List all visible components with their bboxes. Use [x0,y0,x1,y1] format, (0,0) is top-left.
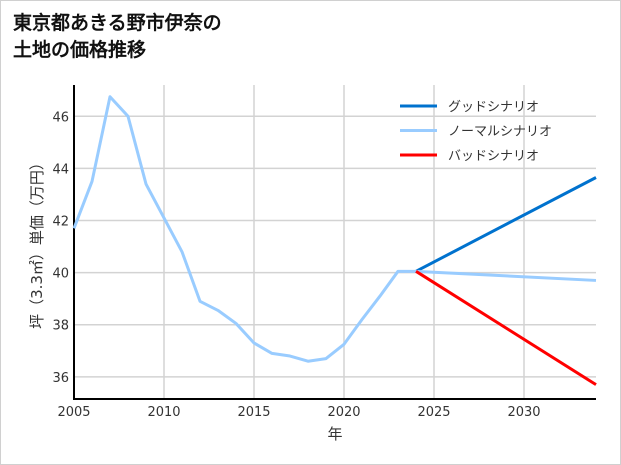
x-tick-label: 2015 [237,405,270,420]
series-line-3 [415,270,597,386]
y-tick-label: 42 [52,215,69,230]
x-tick-label: 2030 [507,405,540,420]
series-line-2 [72,95,597,363]
y-axis-label: 坪（3.3㎡）単価（万円） [28,155,46,329]
x-axis-label: 年 [327,425,342,443]
x-tick-label: 2005 [57,405,90,420]
chart-title: 東京都あきる野市伊奈の 土地の価格推移 [13,10,222,64]
y-tick-label: 44 [52,162,69,177]
x-tick-label: 2020 [327,405,360,420]
y-tick-label: 40 [52,267,69,282]
x-tick-label: 2025 [417,405,450,420]
y-tick-label: 38 [52,319,69,334]
legend-label: ノーマルシナリオ [448,125,552,140]
chart-title-line-2: 土地の価格推移 [13,39,147,61]
y-tick-label: 46 [52,110,69,125]
chart-title-line-1: 東京都あきる野市伊奈の [13,12,222,34]
series-line-1 [415,176,597,273]
legend-label: バッドシナリオ [448,149,539,164]
x-tick-label: 2010 [147,405,180,420]
legend-label: グッドシナリオ [448,100,539,115]
y-tick-label: 36 [52,371,69,386]
